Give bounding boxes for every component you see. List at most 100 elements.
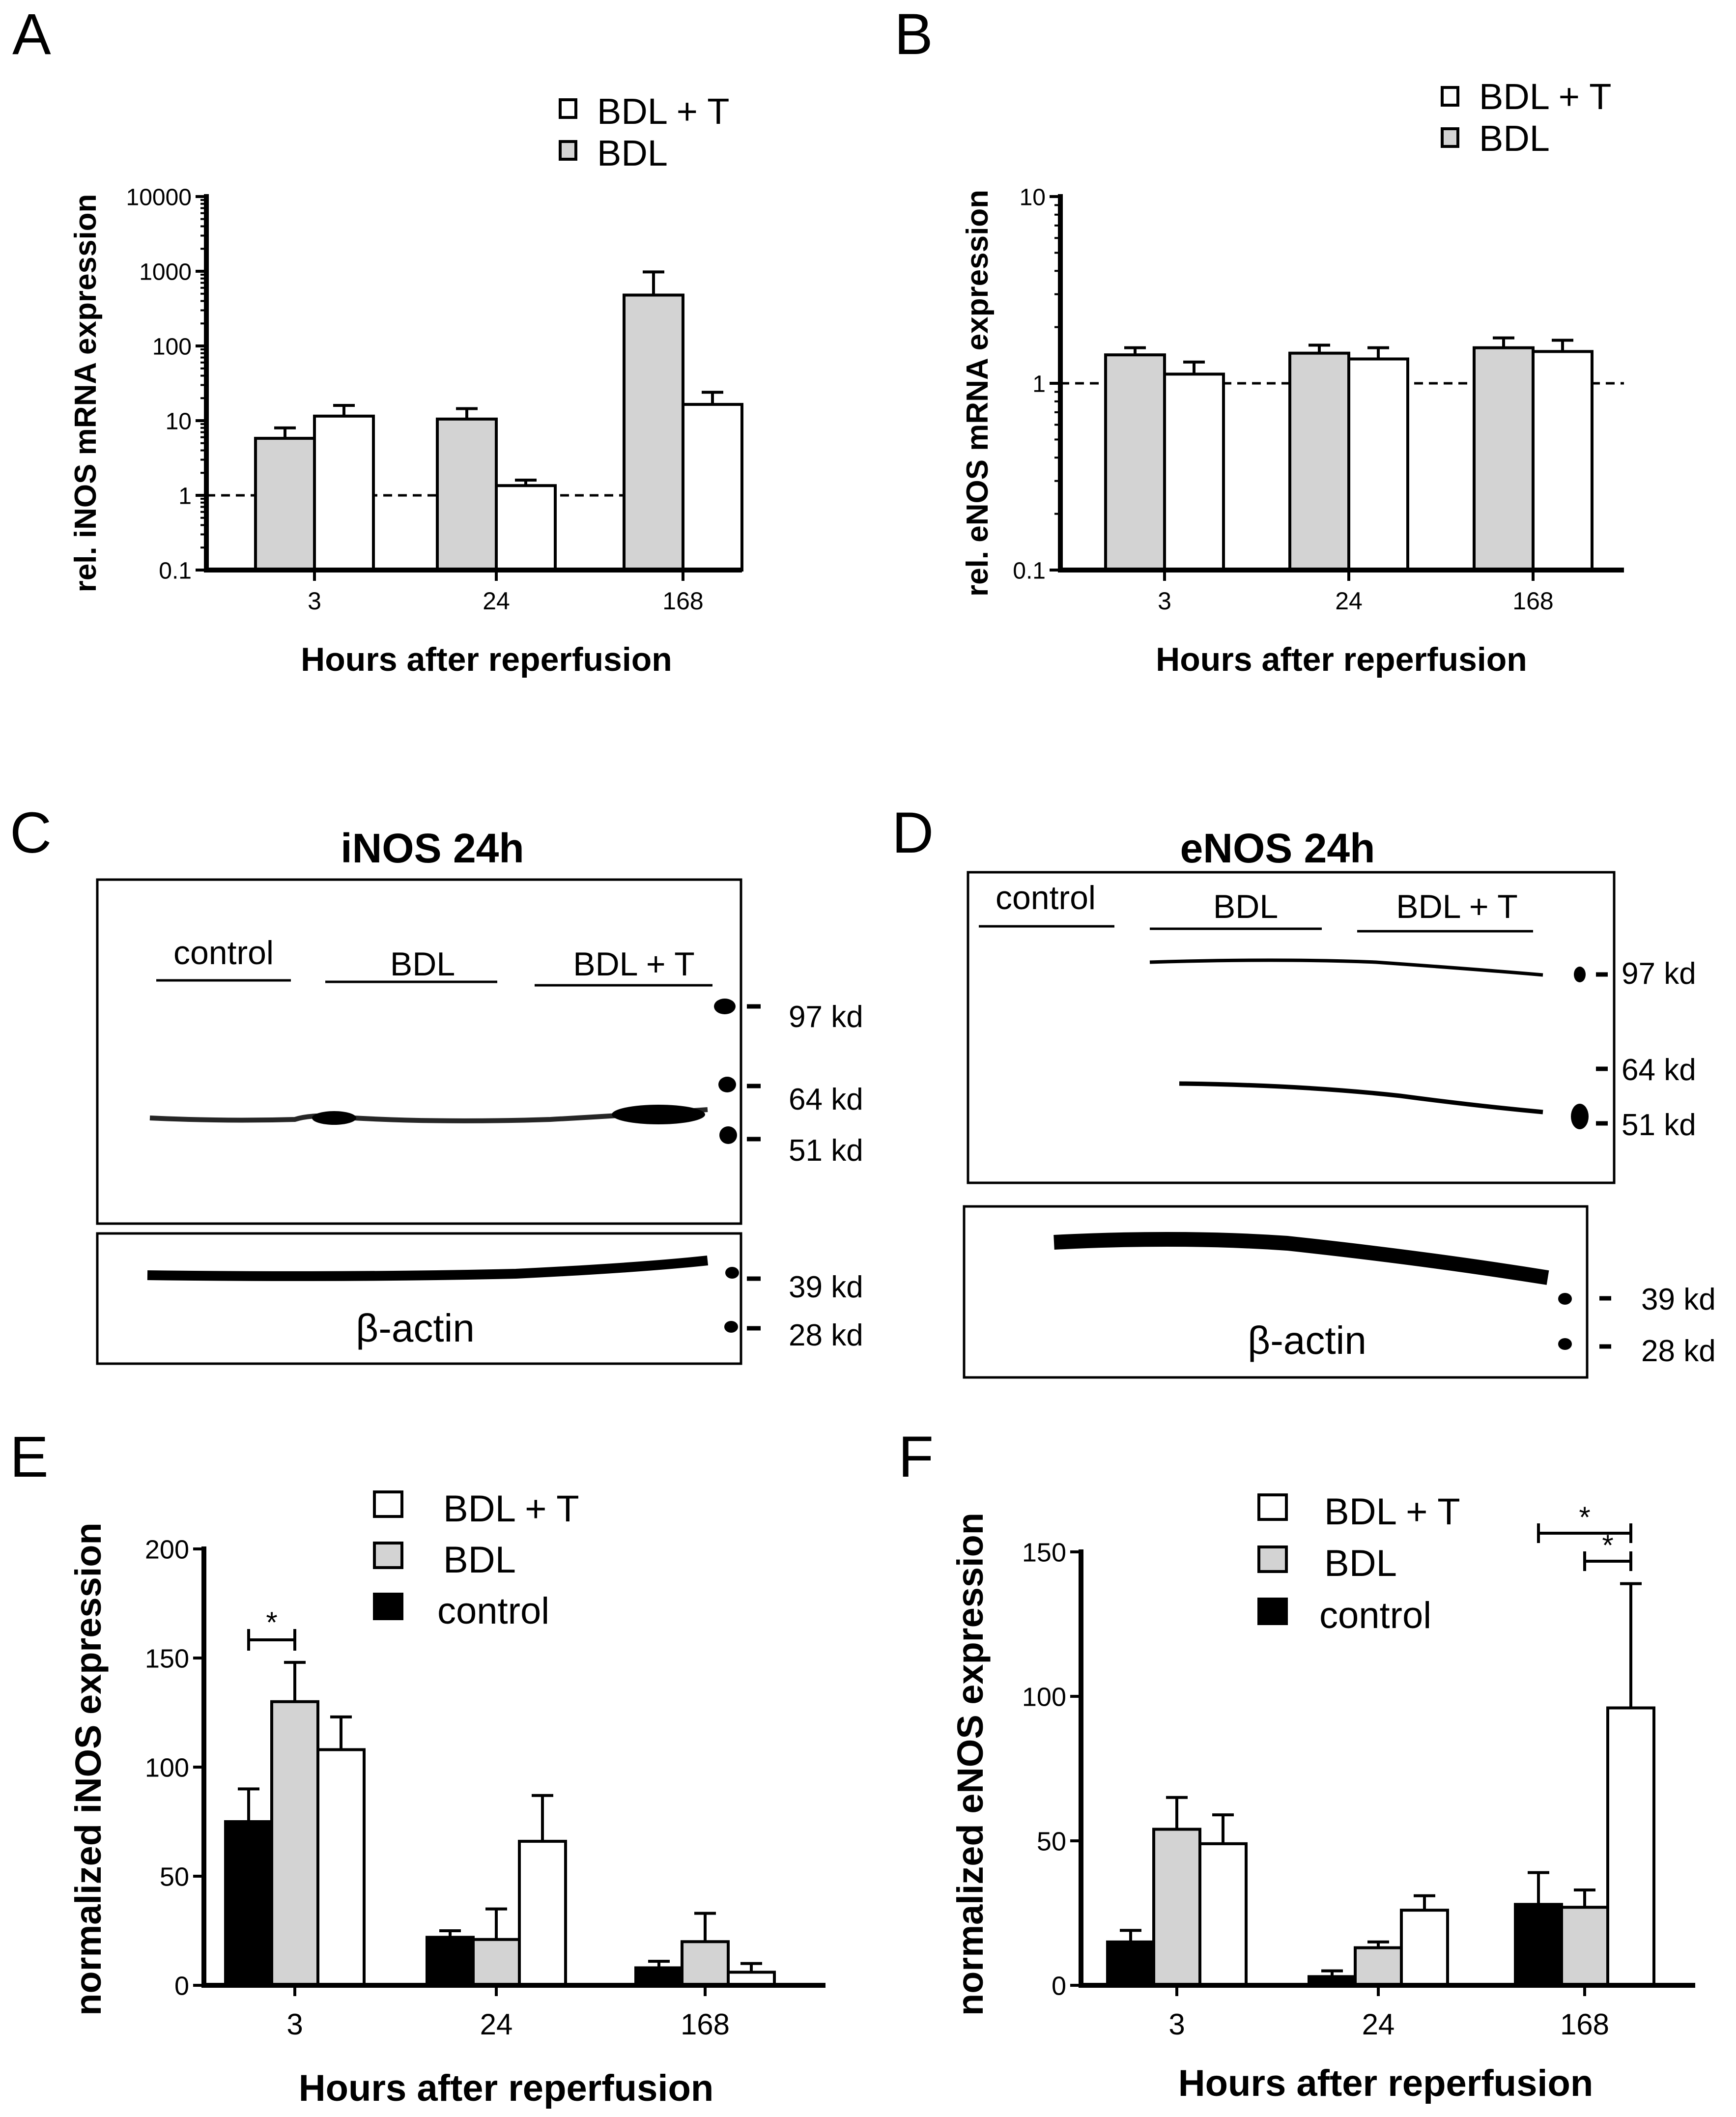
blot-c-marker-97: 97 kd: [789, 1000, 863, 1034]
x-tick-label: 168: [1512, 587, 1553, 615]
panel-letter-d: D: [892, 801, 934, 865]
bar-control: [224, 1820, 273, 1987]
chart-panel-a: rel. iNOS mRNA expression Hours after re…: [69, 91, 743, 678]
chart-e-legend: BDL + T BDL control: [373, 1488, 579, 1632]
blot-d-group-bdl: BDL: [1213, 888, 1278, 925]
chart-e-ylabel: normalized iNOS expression: [68, 1522, 109, 2015]
y-tick-label: 1: [1032, 371, 1046, 397]
x-tick-label: 24: [1362, 2008, 1395, 2041]
y-tick-label: 0: [1052, 1971, 1066, 2001]
y-tick-label: 1000: [139, 259, 192, 285]
blot-d-ladder-band: [1558, 1338, 1572, 1350]
blot-c-marker-28: 28 kd: [789, 1318, 863, 1352]
bar-bdl: [1473, 346, 1535, 572]
bar-control: [1106, 1940, 1155, 1987]
bar-bdl-t: [1532, 350, 1594, 572]
blot-c-actin-band: [147, 1256, 709, 1281]
x-tick-label: 3: [308, 587, 321, 615]
y-tick-label: 100: [1022, 1682, 1066, 1712]
chart-a-xlabel: Hours after reperfusion: [301, 641, 672, 678]
blot-d-title: eNOS 24h: [1180, 825, 1375, 871]
legend-label-bdl-t: BDL + T: [597, 91, 729, 132]
bar-bdl-t: [682, 402, 743, 572]
significance-star: *: [266, 1606, 277, 1639]
blot-d-ladder-band: [1558, 1293, 1572, 1305]
bar-bdl-t: [1400, 1909, 1449, 1987]
panel-letter-a: A: [12, 2, 51, 67]
legend-swatch-bdl-t: [1257, 1493, 1288, 1521]
bar-bdl: [1354, 1946, 1403, 1987]
blot-d-membrane: [967, 871, 1616, 1184]
blot-d-actin-label: β-actin: [1248, 1318, 1366, 1362]
blot-d-marker-39: 39 kd: [1641, 1283, 1716, 1316]
chart-a-legend: BDL + T BDL: [559, 91, 729, 173]
panel-letter-c: C: [10, 801, 52, 865]
y-tick-label: 50: [160, 1862, 189, 1891]
legend-swatch-bdl-t: [373, 1490, 403, 1518]
x-tick-label: 3: [1158, 587, 1171, 615]
x-tick-label: 168: [681, 2008, 730, 2041]
chart-b-legend: BDL + T BDL: [1441, 76, 1611, 159]
legend-label-bdl: BDL: [1324, 1543, 1397, 1584]
y-tick-label: 1: [178, 483, 192, 509]
blot-c-band-blob: [612, 1105, 705, 1124]
blot-c-marker-51: 51 kd: [789, 1134, 863, 1168]
bar-bdl: [436, 417, 498, 572]
blot-c-ladder-band: [719, 1126, 737, 1144]
bar-bdl: [623, 293, 684, 572]
bar-bdl: [681, 1940, 730, 1987]
blot-d-marker-51: 51 kd: [1622, 1108, 1696, 1142]
legend-swatch-bdl: [373, 1542, 403, 1569]
x-tick-label: 3: [286, 2008, 303, 2041]
x-tick-label: 3: [1168, 2008, 1185, 2041]
x-tick-label: 168: [662, 587, 703, 615]
bar-bdl-t: [518, 1839, 567, 1987]
blot-c-title: iNOS 24h: [341, 825, 524, 871]
chart-b-ylabel: rel. eNOS mRNA expression: [961, 190, 995, 597]
x-tick-label: 24: [483, 587, 510, 615]
y-tick-label: 150: [1022, 1538, 1066, 1567]
bar-bdl: [1104, 353, 1166, 572]
panel-letter-b: B: [894, 2, 933, 67]
bar-bdl: [270, 1700, 319, 1987]
blot-c-group-bdl-t: BDL + T: [573, 945, 695, 983]
blot-panel-c: iNOS 24h control BDL BDL + T 97 kd 64 kd…: [96, 825, 863, 1365]
bar-bdl: [472, 1938, 521, 1987]
blot-c-band-blob: [312, 1111, 356, 1125]
bar-bdl-t: [1347, 357, 1409, 572]
bar-bdl: [1288, 351, 1350, 572]
bar-bdl-t: [1198, 1842, 1248, 1987]
chart-panel-e: normalized iNOS expression Hours after r…: [68, 1488, 825, 2109]
blot-c-membrane: [96, 878, 742, 1225]
blot-c-actin-label: β-actin: [356, 1306, 475, 1350]
legend-label-bdl-t: BDL + T: [1324, 1491, 1460, 1533]
y-tick-label: 0.1: [1013, 558, 1046, 584]
legend-swatch-bdl-t: [559, 98, 577, 119]
legend-swatch-control: [1257, 1598, 1288, 1625]
bar-bdl: [1560, 1906, 1609, 1987]
y-tick-label: 200: [145, 1535, 189, 1564]
chart-e-xlabel: Hours after reperfusion: [299, 2067, 714, 2109]
bar-bdl-t: [495, 484, 557, 572]
blot-d-ladder-band: [1571, 1104, 1589, 1129]
blot-d-group-bdl-t: BDL + T: [1396, 888, 1518, 925]
blot-d-marker-28: 28 kd: [1641, 1334, 1716, 1368]
legend-swatch-bdl: [1441, 127, 1459, 148]
blot-c-ladder-band: [724, 1321, 738, 1333]
blot-c-marker-64: 64 kd: [789, 1083, 863, 1116]
blot-c-marker-39: 39 kd: [789, 1270, 863, 1304]
blot-c-actin-membrane: [96, 1232, 742, 1365]
legend-swatch-bdl: [559, 140, 577, 161]
blot-c-ladder-band: [714, 999, 736, 1014]
legend-label-bdl-t: BDL + T: [1479, 76, 1611, 117]
y-tick-label: 50: [1037, 1827, 1066, 1856]
blot-c-ladder-band: [718, 1077, 736, 1092]
y-tick-label: 0.1: [159, 558, 192, 584]
y-tick-label: 150: [145, 1644, 189, 1673]
legend-label-control: control: [437, 1590, 549, 1632]
x-tick-label: 168: [1560, 2008, 1609, 2041]
y-tick-label: 10000: [126, 184, 192, 210]
chart-f-legend: BDL + T BDL control: [1257, 1491, 1460, 1636]
blot-d-marker-64: 64 kd: [1622, 1053, 1696, 1087]
blot-d-ladder-band: [1574, 967, 1586, 982]
